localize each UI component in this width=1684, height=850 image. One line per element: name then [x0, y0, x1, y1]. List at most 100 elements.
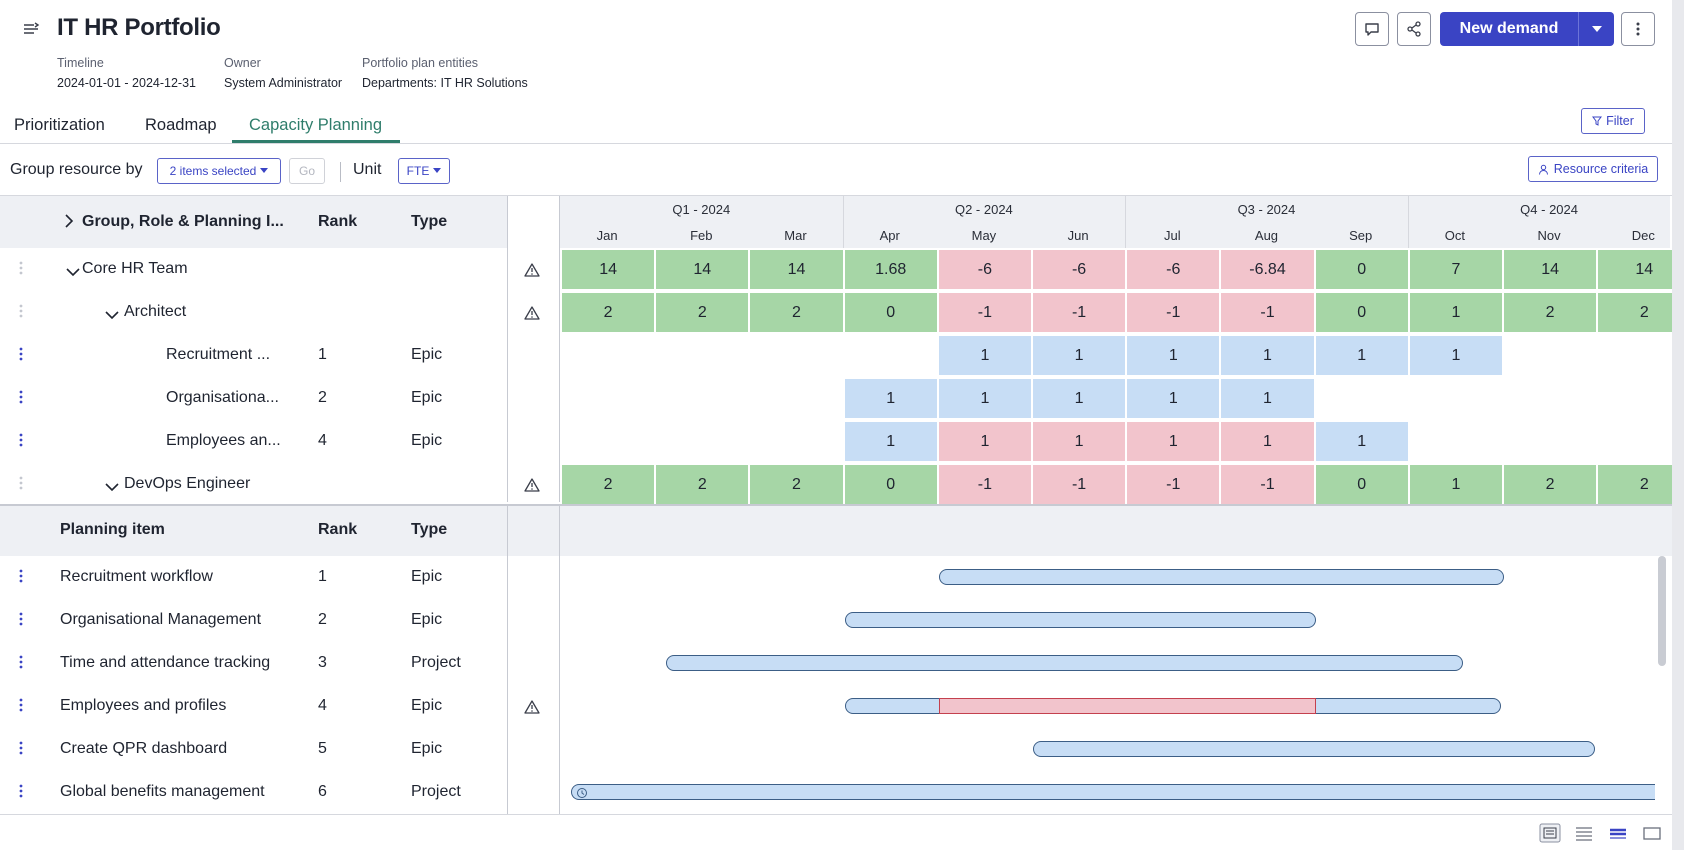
card-view-icon[interactable] [1539, 823, 1561, 843]
capacity-cell[interactable]: 0 [1315, 250, 1408, 289]
capacity-cell[interactable]: 2 [656, 465, 749, 504]
capacity-row[interactable]: Recruitment ... 1 Epic [0, 334, 507, 377]
capacity-cell[interactable]: -1 [1127, 293, 1220, 332]
capacity-cell[interactable]: 1.68 [844, 250, 937, 289]
planning-item-row[interactable]: Organisational Management 2 Epic [0, 599, 507, 642]
capacity-cell[interactable]: -1 [1221, 465, 1314, 504]
column-header-group[interactable]: Group, Role & Planning I... [82, 213, 284, 230]
tab-prioritization[interactable]: Prioritization [14, 116, 105, 134]
capacity-cell[interactable]: -1 [1127, 465, 1220, 504]
vertical-scrollbar[interactable] [1658, 556, 1666, 666]
capacity-cell[interactable]: 1 [1127, 379, 1220, 418]
capacity-row[interactable]: Core HR Team [0, 248, 507, 291]
planning-item-row[interactable]: Time and attendance tracking 3 Project [0, 642, 507, 685]
resource-criteria-button[interactable]: Resource criteria [1528, 156, 1658, 182]
chevron-down-icon[interactable] [105, 479, 119, 497]
capacity-row[interactable]: Architect [0, 291, 507, 334]
capacity-cell[interactable]: 1 [1409, 465, 1502, 504]
filter-button[interactable]: Filter [1581, 108, 1645, 134]
chevron-down-icon[interactable] [105, 307, 119, 325]
capacity-cell[interactable]: -1 [1221, 293, 1314, 332]
capacity-cell[interactable]: -6 [1033, 250, 1126, 289]
planning-item-row[interactable]: Recruitment workflow 1 Epic [0, 556, 507, 599]
capacity-cell[interactable]: 2 [562, 293, 655, 332]
capacity-cell[interactable]: 2 [750, 465, 843, 504]
go-button[interactable]: Go [289, 158, 325, 184]
drag-handle-icon[interactable] [19, 654, 23, 670]
capacity-cell[interactable]: -1 [938, 293, 1031, 332]
capacity-cell[interactable]: 1 [1033, 422, 1126, 461]
capacity-cell[interactable]: 14 [656, 250, 749, 289]
planning-item-bar[interactable] [665, 655, 1464, 671]
capacity-cell[interactable]: 1 [1127, 336, 1220, 375]
column-header-rank[interactable]: Rank [318, 521, 358, 538]
capacity-cell[interactable]: 1 [938, 422, 1031, 461]
chevron-right-icon[interactable] [64, 214, 74, 228]
capacity-cell[interactable]: 2 [750, 293, 843, 332]
drag-handle-icon[interactable] [19, 260, 23, 276]
capacity-cell[interactable]: -6 [938, 250, 1031, 289]
planning-item-row[interactable]: Global benefits management 6 Project [0, 771, 507, 814]
capacity-cell[interactable]: 1 [844, 379, 937, 418]
capacity-cell[interactable]: 1 [1409, 293, 1502, 332]
column-header-rank[interactable]: Rank [318, 213, 358, 230]
drag-handle-icon[interactable] [19, 389, 23, 405]
planning-item-row[interactable]: Create QPR dashboard 5 Epic [0, 728, 507, 771]
capacity-cell[interactable]: -6 [1127, 250, 1220, 289]
warning-icon[interactable] [524, 262, 540, 278]
capacity-cell[interactable]: 14 [750, 250, 843, 289]
tab-capacity-planning[interactable]: Capacity Planning [249, 116, 382, 134]
capacity-cell[interactable]: 14 [1598, 250, 1684, 289]
new-demand-button[interactable]: New demand [1440, 12, 1578, 46]
capacity-cell[interactable]: 1 [1315, 336, 1408, 375]
capacity-row[interactable]: Employees an... 4 Epic [0, 420, 507, 463]
capacity-cell[interactable]: 2 [562, 465, 655, 504]
drag-handle-icon[interactable] [19, 303, 23, 319]
drag-handle-icon[interactable] [19, 568, 23, 584]
drag-handle-icon[interactable] [19, 697, 23, 713]
capacity-cell[interactable]: 0 [844, 293, 937, 332]
compact-view-icon[interactable] [1607, 823, 1629, 843]
capacity-cell[interactable]: -1 [1033, 293, 1126, 332]
column-header-planning-item[interactable]: Planning item [60, 521, 165, 538]
planning-item-bar[interactable] [938, 569, 1504, 585]
column-header-type[interactable]: Type [411, 521, 448, 538]
planning-item-bar[interactable] [1033, 741, 1596, 757]
capacity-cell[interactable]: 7 [1409, 250, 1502, 289]
drag-handle-icon[interactable] [19, 783, 23, 799]
capacity-cell[interactable]: 14 [562, 250, 655, 289]
planning-item-bar[interactable] [571, 784, 1655, 800]
capacity-cell[interactable]: 14 [1504, 250, 1597, 289]
drag-handle-icon[interactable] [19, 432, 23, 448]
more-options-button[interactable] [1621, 12, 1655, 46]
capacity-cell[interactable]: 1 [844, 422, 937, 461]
warning-icon[interactable] [524, 699, 540, 715]
warning-icon[interactable] [524, 305, 540, 321]
capacity-cell[interactable]: 0 [1315, 465, 1408, 504]
capacity-cell[interactable]: 0 [1315, 293, 1408, 332]
planning-item-row[interactable]: Employees and profiles 4 Epic [0, 685, 507, 728]
capacity-cell[interactable]: 1 [1127, 422, 1220, 461]
drag-handle-icon[interactable] [19, 740, 23, 756]
capacity-cell[interactable]: 2 [1598, 293, 1684, 332]
capacity-row[interactable]: DevOps Engineer [0, 463, 507, 506]
capacity-cell[interactable]: -1 [1033, 465, 1126, 504]
drag-handle-icon[interactable] [19, 475, 23, 491]
capacity-cell[interactable]: 1 [1033, 379, 1126, 418]
capacity-cell[interactable]: 2 [656, 293, 749, 332]
list-view-icon[interactable] [1573, 823, 1595, 843]
chevron-down-icon[interactable] [66, 264, 80, 282]
capacity-cell[interactable]: 1 [1033, 336, 1126, 375]
capacity-cell[interactable]: 2 [1504, 293, 1597, 332]
capacity-cell[interactable]: 0 [844, 465, 937, 504]
new-demand-dropdown-button[interactable] [1578, 12, 1614, 46]
capacity-cell[interactable]: 1 [938, 379, 1031, 418]
capacity-cell[interactable]: -6.84 [1221, 250, 1314, 289]
capacity-cell[interactable]: 1 [1221, 422, 1314, 461]
unit-select[interactable]: FTE [398, 158, 450, 184]
capacity-cell[interactable]: 1 [1409, 336, 1502, 375]
planning-item-conflict-segment[interactable] [938, 698, 1316, 714]
single-view-icon[interactable] [1641, 823, 1663, 843]
menu-collapse-icon[interactable] [22, 20, 40, 38]
capacity-cell[interactable]: 2 [1598, 465, 1684, 504]
